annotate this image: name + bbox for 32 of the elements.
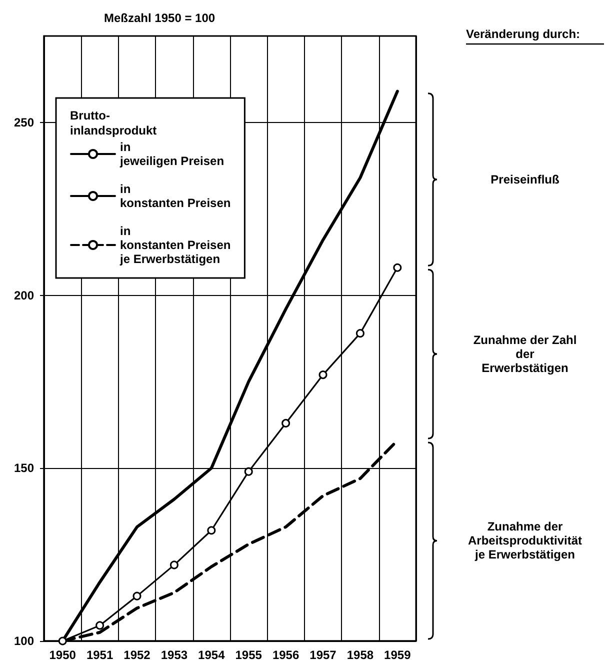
- point: [207, 526, 216, 535]
- legend-label: in konstanten Preisen: [120, 182, 231, 210]
- x-tick-label: 1950: [49, 648, 76, 662]
- point: [132, 592, 142, 600]
- y-axis-title: Meßzahl 1950 = 100: [104, 11, 216, 25]
- point: [356, 329, 364, 338]
- point: [170, 560, 178, 570]
- point: [58, 636, 67, 646]
- point: [318, 370, 328, 380]
- y-tick-label: 200: [14, 288, 34, 302]
- x-tick-label: 1952: [124, 648, 151, 662]
- y-tick-label: 150: [14, 461, 34, 476]
- x-tick-label: 1951: [86, 648, 114, 662]
- point: [244, 467, 253, 476]
- legend-label: in jeweiligen Preisen: [119, 140, 224, 168]
- text: Preiseinfluß: [490, 172, 560, 186]
- text: Veränderung durch:: [466, 27, 580, 41]
- x-tick-label: 1956: [272, 648, 300, 662]
- x-tick-label: 1959: [384, 648, 412, 662]
- text: Zunahme der Zahl der Erwerbstätigen: [473, 333, 577, 376]
- legend-label: in konstanten Preisen je Erwerbstätigen: [119, 224, 231, 266]
- point: [96, 621, 104, 630]
- point: [393, 263, 402, 272]
- text: Zunahme der Arbeitsproduktivität je Erwerbstätigen: [468, 520, 582, 562]
- x-tick-label: 1955: [235, 648, 262, 662]
- x-tick-label: 1954: [198, 648, 226, 662]
- x-tick-label: 1957: [310, 648, 337, 662]
- x-tick-label: 1953: [160, 648, 188, 662]
- point: [282, 418, 290, 428]
- y-tick-label: 100: [14, 634, 34, 648]
- y-tick-label: 250: [14, 115, 34, 130]
- x-tick-label: 1958: [346, 648, 374, 662]
